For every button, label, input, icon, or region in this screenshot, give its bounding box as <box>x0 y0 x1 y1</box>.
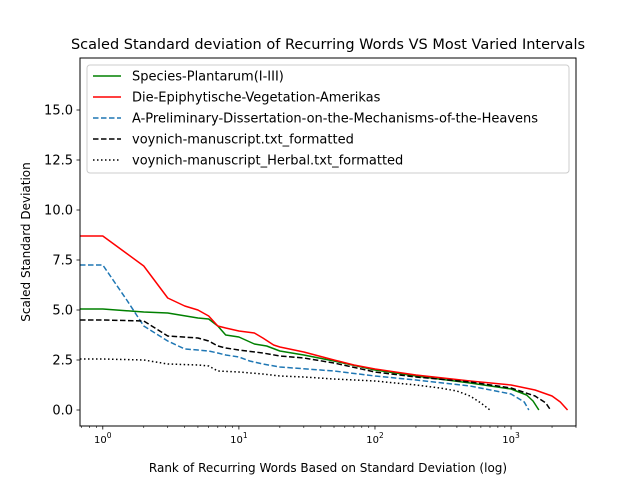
y-axis-ticks: 0.0 2.5 5.0 7.5 10.0 12.5 15.0 <box>44 104 80 419</box>
y-tick-label: 12.5 <box>44 154 73 169</box>
series-line-5 <box>80 358 491 411</box>
legend-label-2: Die-Epiphytische-Vegetation-Amerikas <box>132 91 381 106</box>
x-tick-label: 101 <box>230 431 248 446</box>
y-tick-label: 5.0 <box>52 304 73 319</box>
legend-label-4: voynich-manuscript.txt_formatted <box>132 133 354 148</box>
legend-box <box>86 64 570 174</box>
legend-label-1: Species-Plantarum(I-III) <box>132 70 284 85</box>
y-axis-label: Scaled Standard Deviation <box>19 162 33 322</box>
y-tick-label: 10.0 <box>44 204 73 219</box>
series-line-2 <box>80 235 569 411</box>
x-tick-label: 102 <box>366 431 384 446</box>
y-tick-label: 15.0 <box>44 104 73 119</box>
plot-content <box>80 235 569 411</box>
legend-label-3: A-Preliminary-Dissertation-on-the-Mechan… <box>132 112 538 127</box>
legend-label-5: voynich-manuscript_Herbal.txt_formatted <box>132 154 403 169</box>
y-tick-label: 0.0 <box>52 404 73 419</box>
y-tick-label: 2.5 <box>52 354 73 369</box>
chart-title: Scaled Standard deviation of Recurring W… <box>71 37 585 53</box>
legend: Species-Plantarum(I-III) Die-Epiphytische… <box>86 64 570 174</box>
series-line-4 <box>80 319 552 411</box>
y-tick-label: 7.5 <box>52 254 73 269</box>
axes-frame <box>79 57 577 427</box>
x-axis-label: Rank of Recurring Words Based on Standar… <box>149 461 507 475</box>
x-tick-label: 100 <box>94 431 112 446</box>
series-line-1 <box>80 308 540 411</box>
series-line-3 <box>80 264 530 411</box>
x-axis-ticks: 100 101 102 103 <box>81 426 577 446</box>
x-tick-label: 103 <box>502 431 520 446</box>
